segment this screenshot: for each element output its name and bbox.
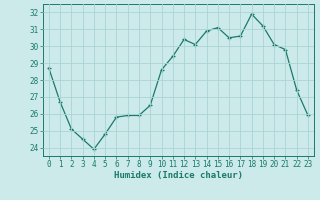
X-axis label: Humidex (Indice chaleur): Humidex (Indice chaleur)	[114, 171, 243, 180]
